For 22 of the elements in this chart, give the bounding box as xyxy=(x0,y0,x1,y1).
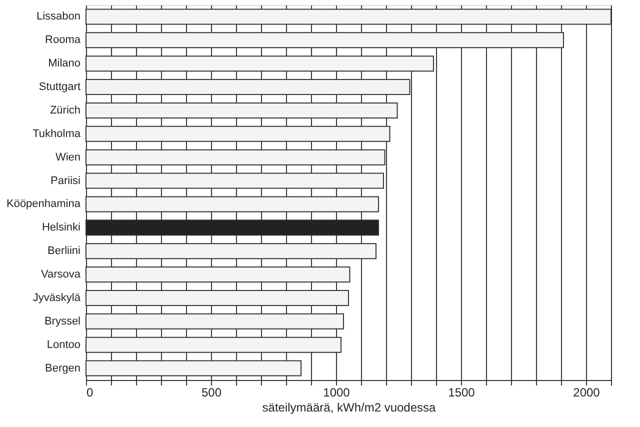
y-tick-label: Stuttgart xyxy=(38,81,80,94)
y-tick-label: Rooma xyxy=(45,34,82,46)
x-tick-label: 0 xyxy=(86,386,94,400)
x-tick-label: 500 xyxy=(201,386,222,400)
y-tick-label: Wien xyxy=(55,151,80,164)
y-tick-label: Tukholma xyxy=(32,128,82,140)
y-tick-label: Zürich xyxy=(50,104,80,116)
y-tick-label: Bergen xyxy=(45,362,80,374)
y-tick-label: Lissabon xyxy=(36,10,80,23)
y-tick-label: Berliini xyxy=(47,245,80,258)
y-tick-label: Kööpenhamina xyxy=(6,198,82,210)
y-tick-label: Helsinki xyxy=(42,222,80,234)
x-tick-label: 1000 xyxy=(323,386,350,400)
y-tick-label: Milano xyxy=(48,58,80,70)
x-tick-label: 1500 xyxy=(448,386,476,400)
x-axis-title: säteilymäärä, kWh/m2 vuodessa xyxy=(262,400,436,414)
y-tick-label: Jyväskylä xyxy=(32,292,82,304)
y-tick-label: Pariisi xyxy=(50,174,80,187)
y-tick-label: Lontoo xyxy=(46,338,80,351)
x-tick-label: 2000 xyxy=(573,386,600,400)
y-tick-label: Varsova xyxy=(40,268,82,281)
y-tick-label: Bryssel xyxy=(44,315,80,328)
